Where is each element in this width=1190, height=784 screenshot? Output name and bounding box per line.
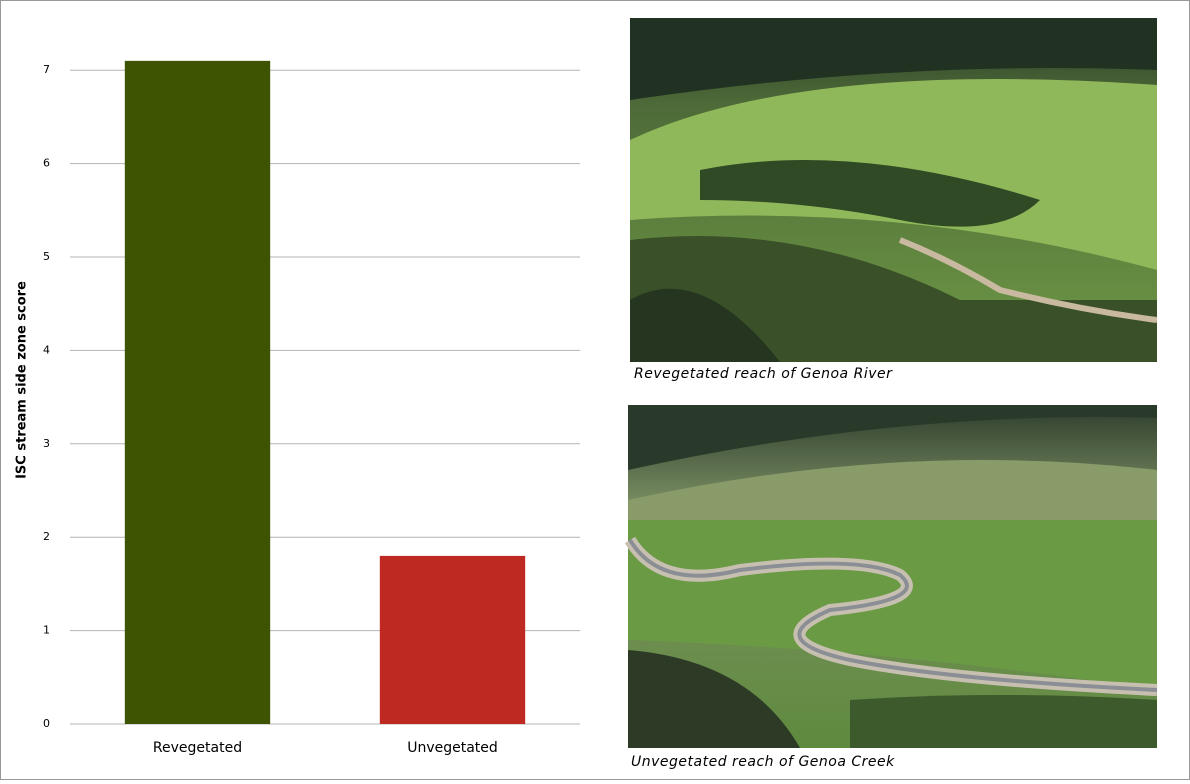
y-tick-label: 6 (43, 157, 50, 170)
photo-caption: Unvegetated reach of Genoa Creek (631, 754, 895, 770)
bar (379, 555, 526, 724)
y-tick-label: 0 (43, 717, 50, 730)
photo-caption: Revegetated reach of Genoa River (634, 366, 893, 382)
y-tick-label: 2 (43, 530, 50, 543)
y-tick-label: 4 (43, 343, 50, 356)
y-tick-label: 7 (43, 63, 50, 76)
photo-unvegetated (624, 405, 1158, 748)
y-tick-label: 1 (43, 624, 50, 637)
y-tick-label: 5 (43, 250, 50, 263)
x-tick-label: Unvegetated (407, 740, 498, 756)
y-axis-title: ISC stream side zone score (15, 281, 30, 479)
y-tick-label: 3 (43, 437, 50, 450)
bar (124, 60, 271, 725)
photo-revegetated (630, 18, 1158, 362)
x-tick-label: Revegetated (153, 740, 242, 756)
